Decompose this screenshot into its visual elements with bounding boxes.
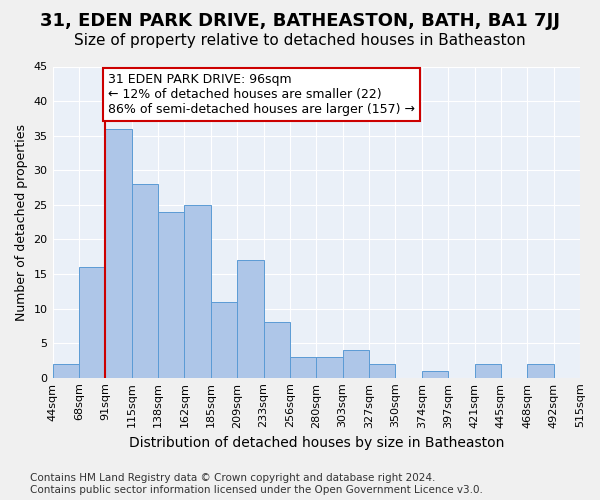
Bar — [105, 128, 131, 378]
Bar — [158, 212, 184, 378]
Bar — [263, 322, 290, 378]
Text: Size of property relative to detached houses in Batheaston: Size of property relative to detached ho… — [74, 32, 526, 48]
Bar — [131, 184, 158, 378]
Bar — [422, 371, 448, 378]
Bar — [475, 364, 501, 378]
Bar — [527, 364, 554, 378]
Bar — [290, 357, 316, 378]
Bar — [211, 302, 237, 378]
Text: 31, EDEN PARK DRIVE, BATHEASTON, BATH, BA1 7JJ: 31, EDEN PARK DRIVE, BATHEASTON, BATH, B… — [40, 12, 560, 30]
Y-axis label: Number of detached properties: Number of detached properties — [15, 124, 28, 320]
Text: Contains HM Land Registry data © Crown copyright and database right 2024.
Contai: Contains HM Land Registry data © Crown c… — [30, 474, 483, 495]
Bar — [79, 267, 105, 378]
Bar — [343, 350, 369, 378]
Bar — [184, 205, 211, 378]
Bar — [237, 260, 263, 378]
Bar — [53, 364, 79, 378]
Bar — [369, 364, 395, 378]
Text: 31 EDEN PARK DRIVE: 96sqm
← 12% of detached houses are smaller (22)
86% of semi-: 31 EDEN PARK DRIVE: 96sqm ← 12% of detac… — [108, 74, 415, 116]
Bar — [316, 357, 343, 378]
X-axis label: Distribution of detached houses by size in Batheaston: Distribution of detached houses by size … — [128, 436, 504, 450]
